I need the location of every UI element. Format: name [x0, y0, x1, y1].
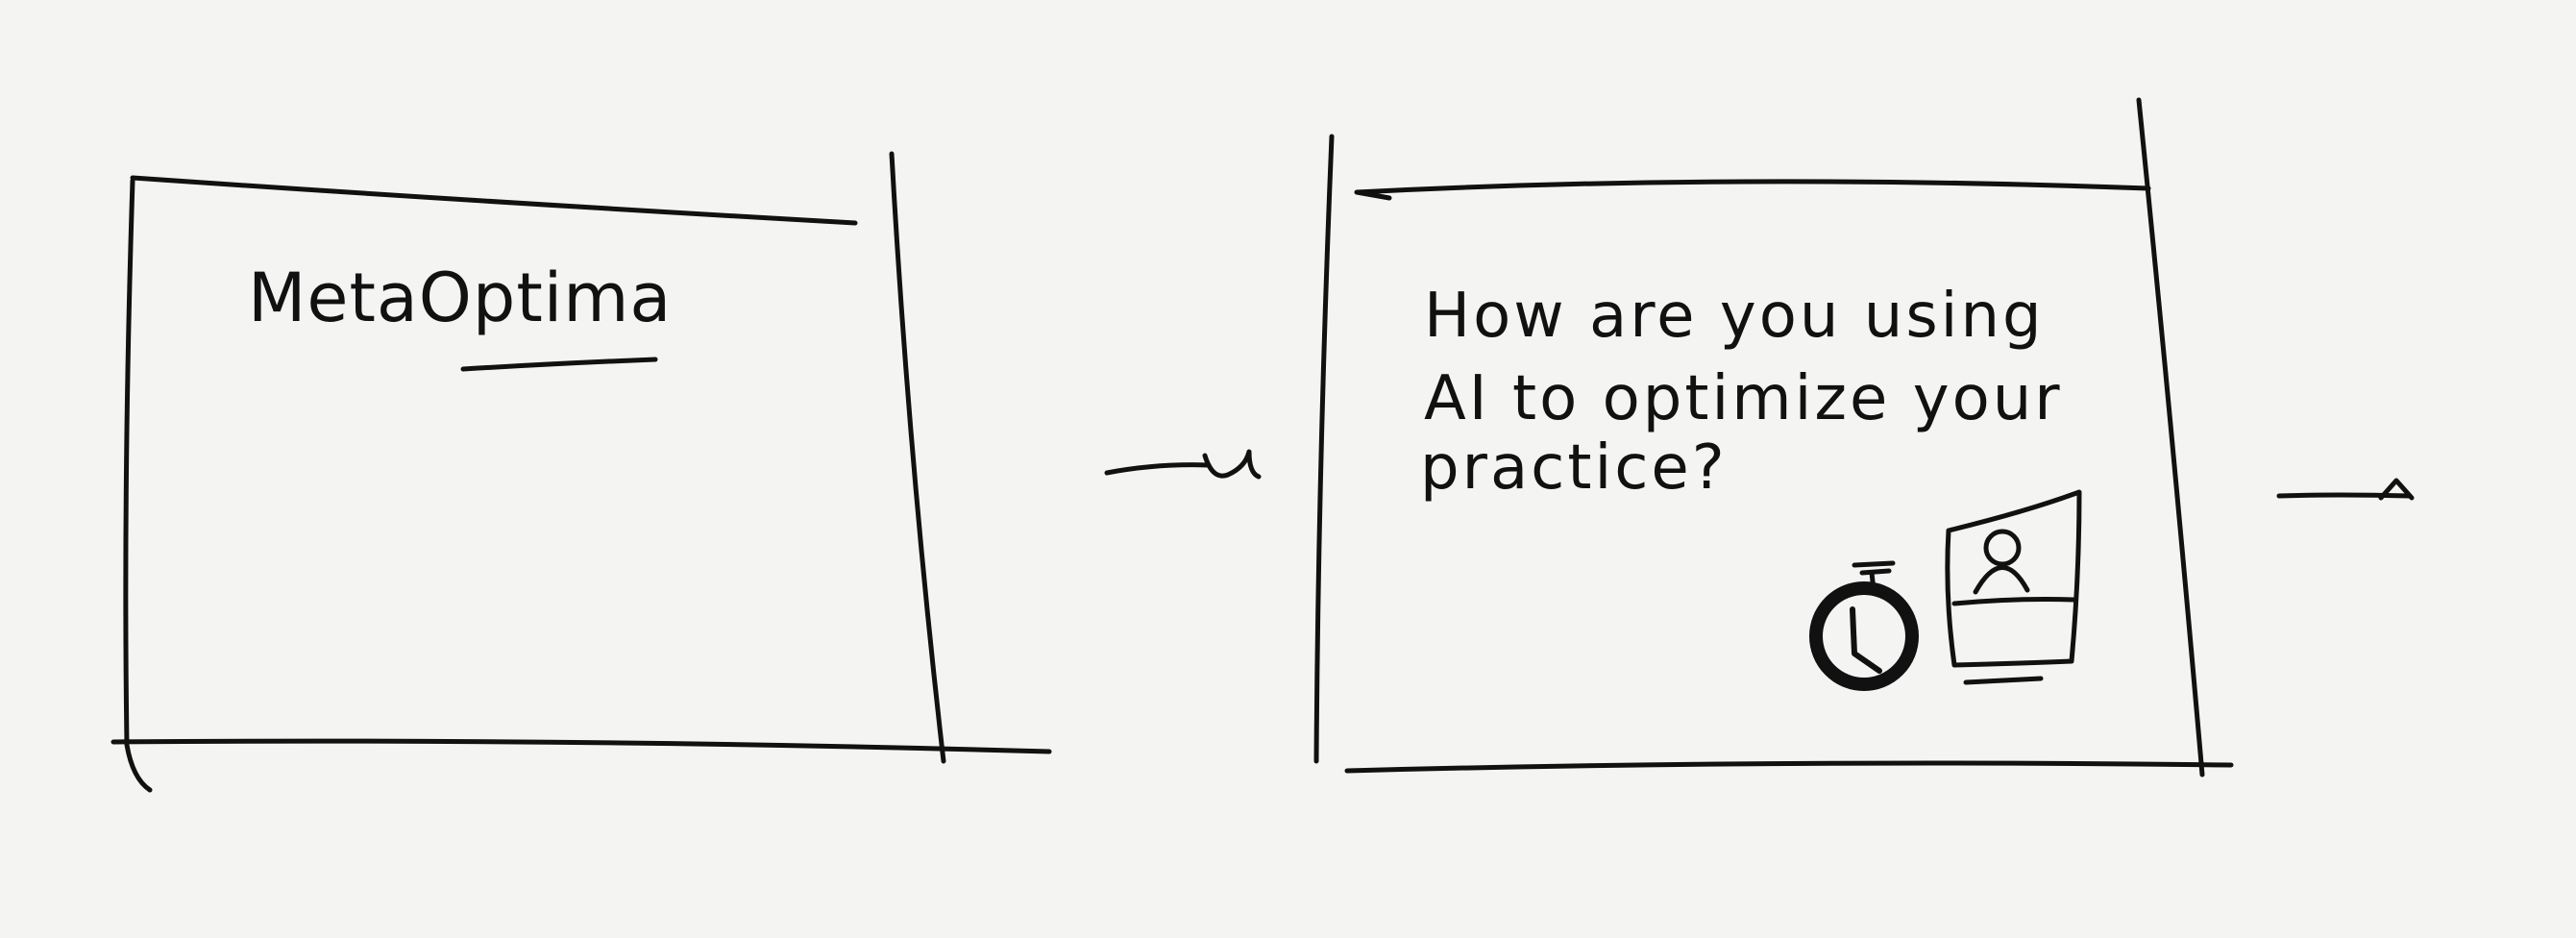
- connector-arrow-2-line: [2276, 492, 2413, 499]
- person-card-icon: [1945, 489, 2082, 685]
- frame-1: MetaOptima: [110, 151, 1052, 793]
- connector-arrow-1-head: [1202, 449, 1262, 480]
- frame-2: How are you using AI to optimize your pr…: [1313, 97, 2234, 778]
- frame-2-question-line-1: How are you using: [1424, 281, 2045, 352]
- frame-2-top-border: [1354, 179, 2151, 201]
- connector-arrow-2: [2276, 478, 2415, 501]
- frame-1-bottom-border: [110, 738, 1052, 754]
- frame-2-bottom-border: [1344, 760, 2234, 774]
- frame-2-question-line-3: practice?: [1420, 432, 1728, 504]
- connector-arrow-1-line: [1104, 462, 1212, 476]
- frame-2-right-border: [2136, 97, 2205, 778]
- frame-1-left-border: [123, 178, 153, 793]
- frame-1-right-border: [889, 151, 946, 764]
- frame-1-title: MetaOptima: [248, 259, 672, 337]
- connector-arrow-2-head: [2378, 478, 2415, 501]
- frame-1-top-border: [130, 175, 858, 226]
- stopwatch-icon: [1809, 560, 1919, 691]
- frame-2-question-line-2: AI to optimize your: [1424, 363, 2063, 434]
- connector-arrow-1: [1104, 449, 1262, 480]
- frame-1-title-underline: [460, 357, 658, 372]
- frame-2-left-border: [1313, 134, 1335, 764]
